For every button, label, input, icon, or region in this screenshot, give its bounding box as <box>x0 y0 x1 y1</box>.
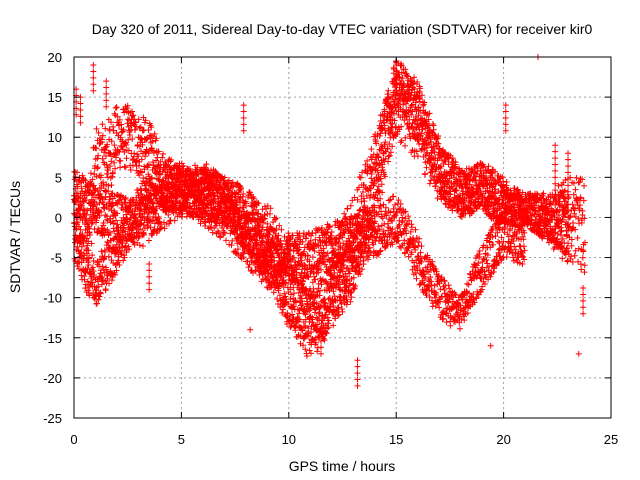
y-tick-label: 10 <box>48 130 62 145</box>
plot-frame <box>73 56 612 419</box>
y-tick-label: 15 <box>48 90 62 105</box>
y-tick-labels: 20 15 10 5 0 -5 -10 -15 -20 -25 <box>43 50 62 426</box>
y-tick-label: -25 <box>43 411 62 426</box>
x-tick-label: 5 <box>178 432 185 447</box>
x-axis-label: GPS time / hours <box>289 458 396 474</box>
y-tick-label: 0 <box>55 210 62 225</box>
y-tick-label: 20 <box>48 50 62 65</box>
y-axis-label: SDTVAR / TECUs <box>7 181 23 293</box>
y-tick-label: -5 <box>50 251 62 266</box>
x-tick-label: 20 <box>496 432 510 447</box>
y-tick-label: -15 <box>43 331 62 346</box>
y-tick-label: 5 <box>55 170 62 185</box>
x-tick-label: 0 <box>70 432 77 447</box>
x-tick-label: 25 <box>604 432 618 447</box>
x-tick-label: 15 <box>389 432 403 447</box>
ticks <box>73 56 612 419</box>
y-tick-label: -10 <box>43 291 62 306</box>
chart-title: Day 320 of 2011, Sidereal Day-to-day VTE… <box>92 21 593 37</box>
x-tick-label: 10 <box>282 432 296 447</box>
y-tick-label: -20 <box>43 371 62 386</box>
x-tick-labels: 0 5 10 15 20 25 <box>70 432 618 447</box>
